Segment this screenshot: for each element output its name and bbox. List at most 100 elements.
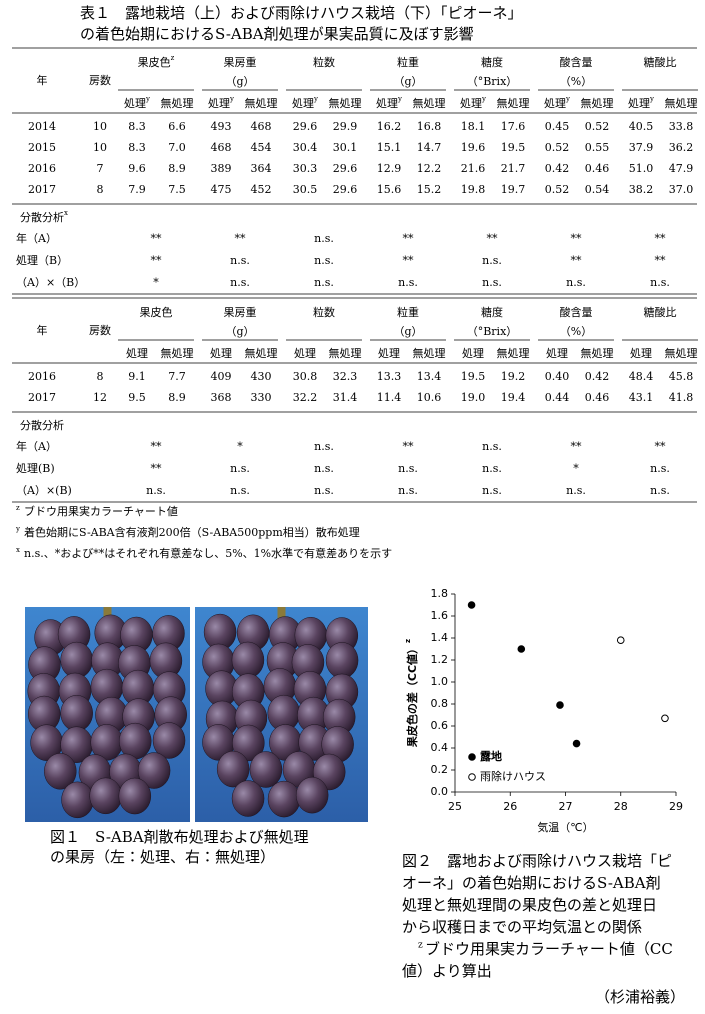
point (517, 645, 526, 653)
sub-header: 無処理 (245, 96, 278, 110)
figure-note: 値）より算出 (402, 962, 492, 980)
figure-caption-text: 処理と無処理間の果皮色の差と処理日 (402, 896, 657, 914)
grape (60, 641, 93, 679)
anova-cell-text: n.s. (566, 276, 586, 289)
cell: 7.7 (168, 370, 186, 383)
cell: 19.5 (501, 141, 526, 154)
cell-text: 12 (93, 391, 107, 404)
group-header: 糖度 (481, 56, 503, 69)
anova-cell-text: n.s. (398, 462, 418, 475)
superscript: y (145, 95, 150, 103)
y-tick-label: 0.2 (431, 763, 449, 776)
anova-cell-text: ** (151, 440, 163, 453)
anova-cell-text: n.s. (650, 484, 670, 497)
anova-row-label-text: （A）×(B) (16, 484, 72, 497)
cell-text: 37.9 (629, 141, 654, 154)
cell-text: 493 (211, 120, 232, 133)
group-header: 粒重 (397, 305, 419, 319)
cell-text: 7.9 (128, 183, 146, 196)
group-unit-text: （g） (225, 325, 254, 338)
cell-text: 430 (251, 370, 272, 383)
sub-header: 無処理 (413, 96, 446, 110)
cell: 21.7 (501, 162, 526, 175)
anova-cell: n.s. (398, 462, 418, 475)
grape (216, 750, 250, 788)
y-tick-label: 0.8 (431, 697, 449, 710)
table-title-text: 表１ 露地栽培（上）および雨除けハウス栽培（下）「ピオーネ」 (80, 4, 523, 22)
cell: 14.7 (417, 141, 442, 154)
cell: 37.0 (669, 183, 694, 196)
cell-text: 10 (93, 141, 107, 154)
cell: 364 (251, 162, 272, 175)
x-tick-label: 25 (448, 800, 462, 813)
anova-cell-text: ** (403, 254, 415, 267)
sub-header-text: 処理 (292, 97, 314, 110)
sub-header-text: 無処理 (497, 96, 530, 110)
cell-text: 8.9 (168, 391, 186, 404)
cell: 13.4 (417, 370, 442, 383)
group-unit-text: （g） (393, 75, 422, 88)
cell: 13.3 (377, 370, 402, 383)
group-unit: （g） (393, 75, 422, 88)
group-header-text: 果房重 (224, 305, 257, 319)
group-header: 果皮色 (140, 306, 173, 319)
sub-header-text: 無処理 (665, 96, 698, 110)
cell-text: 409 (211, 370, 232, 383)
cell-text: 19.5 (461, 370, 486, 383)
cell-text: 19.8 (461, 183, 486, 196)
anova-cell: n.s. (482, 462, 502, 475)
cell: 29.9 (333, 120, 358, 133)
superscript: x (64, 209, 68, 217)
grape (152, 722, 186, 759)
anova-cell: n.s. (482, 484, 502, 497)
table-title: の着色始期におけるS-ABA剤処理が果実品質に及ぼす影響 (80, 25, 474, 43)
group-header-text: 糖酸比 (644, 305, 677, 319)
cell-text: 21.7 (501, 162, 526, 175)
cell: 29.6 (333, 183, 358, 196)
anova-cell: * (573, 462, 579, 475)
group-unit-text: （g） (225, 75, 254, 88)
sub-header: 無処理 (161, 96, 194, 110)
cell-text: 30.5 (293, 183, 318, 196)
footnote-mark: z (16, 504, 20, 512)
grape (325, 642, 359, 679)
anova-cell-text: n.s. (146, 484, 166, 497)
sub-header: 処理y (124, 95, 150, 110)
group-unit: （%） (560, 325, 592, 338)
cell: 0.52 (545, 141, 570, 154)
group-header-text: 糖度 (481, 56, 503, 69)
anova-cell: n.s. (482, 440, 502, 453)
cell: 7.5 (168, 183, 186, 196)
group-unit: （g） (225, 75, 254, 88)
cell: 389 (211, 162, 232, 175)
cell: 32.3 (333, 370, 358, 383)
cell: 493 (211, 120, 232, 133)
anova-cell-text: ** (403, 232, 415, 245)
cell-text: 7.0 (168, 141, 186, 154)
footnote-mark: y (15, 525, 20, 533)
cell: 15.1 (377, 141, 402, 154)
y-tick-label: 0.0 (431, 785, 449, 798)
cell-text: 8 (97, 370, 104, 383)
cell: 19.7 (501, 183, 526, 196)
cell-text: 0.46 (585, 391, 610, 404)
y-tick-label: 1.0 (431, 675, 449, 688)
anova-cell-text: ** (487, 232, 499, 245)
sub-header-text: 無処理 (245, 346, 278, 360)
anova-cell: n.s. (314, 440, 334, 453)
cell-text: 30.3 (293, 162, 318, 175)
anova-label-text: 分散分析 (20, 210, 64, 224)
group-header: 粒重 (397, 55, 419, 69)
cell: 368 (211, 391, 232, 404)
anova-row-label: 年（A） (16, 439, 57, 453)
y-tick-label: 1.4 (431, 631, 449, 644)
cell-text: 21.6 (461, 162, 486, 175)
cell-text: 37.0 (669, 183, 694, 196)
cell: 19.2 (501, 370, 526, 383)
cell-text: 0.42 (585, 370, 610, 383)
anova-cell-text: n.s. (482, 484, 502, 497)
cell: 19.5 (461, 370, 486, 383)
anova-cell: ** (151, 232, 163, 245)
